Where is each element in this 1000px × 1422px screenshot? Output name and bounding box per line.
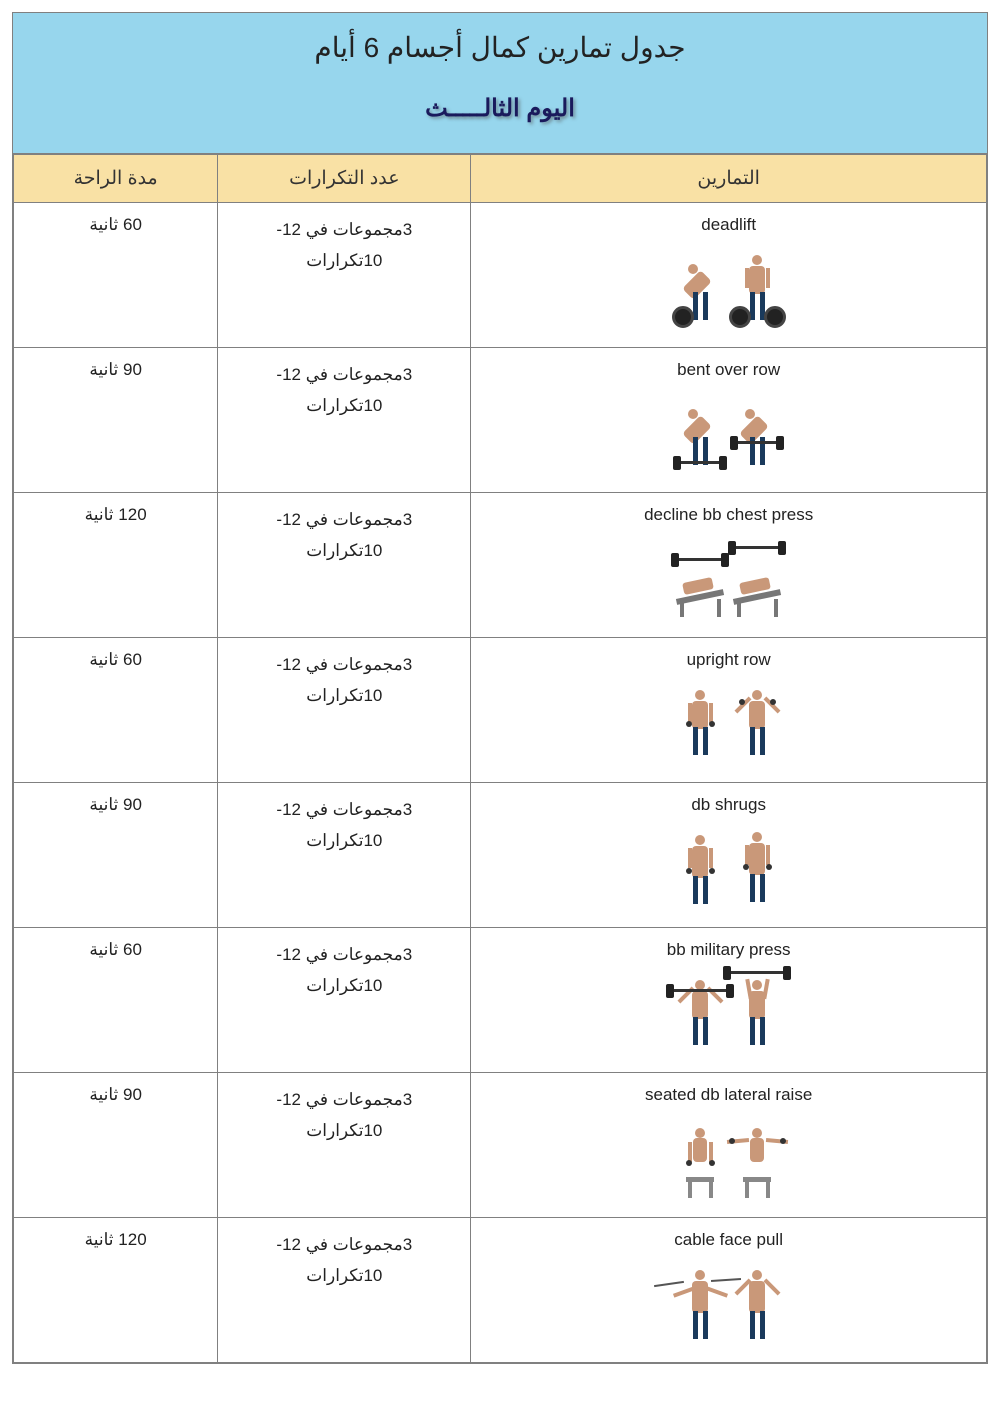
column-header-row: مدة الراحة عدد التكرارات التمارين [14,155,987,203]
exercise-illustration [479,970,978,1060]
reps-cell: 3مجموعات في 12-10تكرارات [218,348,471,493]
reps-cell: 3مجموعات في 12-10تكرارات [218,493,471,638]
main-title: جدول تمارين كمال أجسام 6 أيام [13,31,987,64]
reps-cell: 3مجموعات في 12-10تكرارات [218,203,471,348]
exercise-illustration [479,245,978,335]
rest-cell: 60 ثانية [14,203,218,348]
exercise-cell: db shrugs [471,783,987,928]
table-row: 60 ثانية 3مجموعات في 12-10تكرارات deadli… [14,203,987,348]
rest-cell: 60 ثانية [14,928,218,1073]
exercise-name: seated db lateral raise [479,1085,978,1105]
table-header: جدول تمارين كمال أجسام 6 أيام اليوم الثا… [13,13,987,154]
col-header-exercise: التمارين [471,155,987,203]
col-header-reps: عدد التكرارات [218,155,471,203]
rest-cell: 120 ثانية [14,1218,218,1363]
exercise-name: deadlift [479,215,978,235]
reps-cell: 3مجموعات في 12-10تكرارات [218,783,471,928]
exercise-cell: bent over row [471,348,987,493]
exercise-illustration [479,680,978,770]
exercise-cell: cable face pull [471,1218,987,1363]
workout-table: مدة الراحة عدد التكرارات التمارين 60 ثان… [13,154,987,1363]
exercise-illustration [479,825,978,915]
exercise-name: decline bb chest press [479,505,978,525]
table-row: 90 ثانية 3مجموعات في 12-10تكرارات bent o… [14,348,987,493]
exercise-name: upright row [479,650,978,670]
rest-cell: 90 ثانية [14,348,218,493]
table-row: 60 ثانية 3مجموعات في 12-10تكرارات uprigh… [14,638,987,783]
workout-table-container: جدول تمارين كمال أجسام 6 أيام اليوم الثا… [12,12,988,1364]
rest-cell: 90 ثانية [14,1073,218,1218]
exercise-name: bb military press [479,940,978,960]
exercise-cell: bb military press [471,928,987,1073]
table-row: 90 ثانية 3مجموعات في 12-10تكرارات db shr… [14,783,987,928]
exercise-illustration [479,535,978,625]
reps-cell: 3مجموعات في 12-10تكرارات [218,638,471,783]
exercise-name: bent over row [479,360,978,380]
rest-cell: 90 ثانية [14,783,218,928]
exercise-cell: upright row [471,638,987,783]
rest-cell: 120 ثانية [14,493,218,638]
sub-title: اليوم الثالـــــث [13,94,987,123]
reps-cell: 3مجموعات في 12-10تكرارات [218,1073,471,1218]
table-row: 60 ثانية 3مجموعات في 12-10تكرارات bb mil… [14,928,987,1073]
exercise-cell: seated db lateral raise [471,1073,987,1218]
rest-cell: 60 ثانية [14,638,218,783]
exercise-cell: deadlift [471,203,987,348]
reps-cell: 3مجموعات في 12-10تكرارات [218,928,471,1073]
exercise-cell: decline bb chest press [471,493,987,638]
exercise-name: cable face pull [479,1230,978,1250]
table-row: 120 ثانية 3مجموعات في 12-10تكرارات cable… [14,1218,987,1363]
exercise-name: db shrugs [479,795,978,815]
col-header-rest: مدة الراحة [14,155,218,203]
exercise-illustration [479,1115,978,1205]
table-row: 90 ثانية 3مجموعات في 12-10تكرارات seated… [14,1073,987,1218]
table-row: 120 ثانية 3مجموعات في 12-10تكرارات decli… [14,493,987,638]
exercise-illustration [479,1260,978,1350]
exercise-illustration [479,390,978,480]
reps-cell: 3مجموعات في 12-10تكرارات [218,1218,471,1363]
